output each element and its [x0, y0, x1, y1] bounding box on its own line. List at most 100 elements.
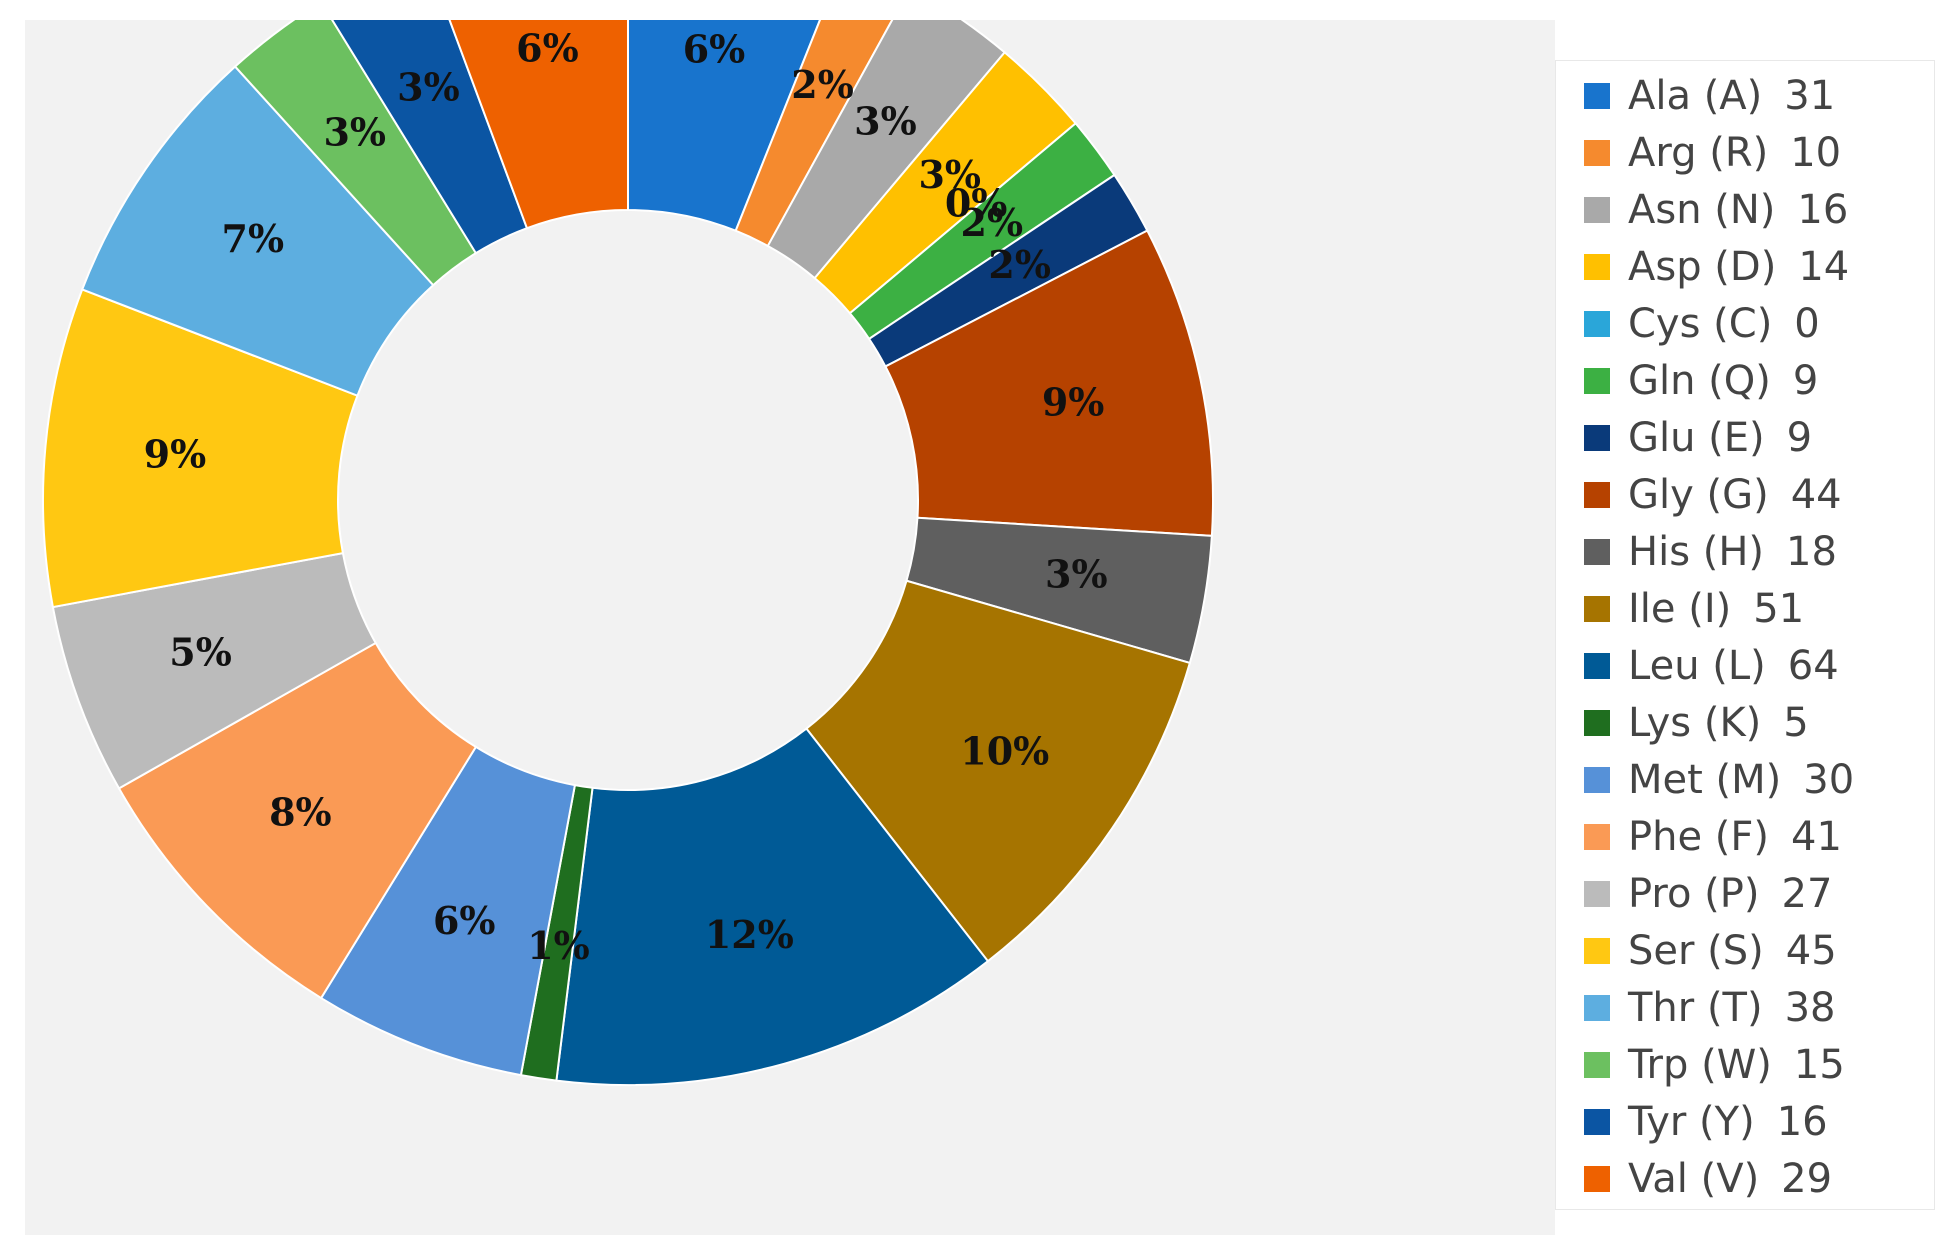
legend-label: Asp (D) — [1628, 243, 1777, 290]
legend-value: 9 — [1786, 414, 1813, 461]
legend-value: 45 — [1785, 927, 1837, 974]
legend-item-ala: Ala (A) 31 — [1584, 67, 1934, 124]
legend-label: Gln (Q) — [1628, 357, 1771, 404]
legend-swatch — [1584, 823, 1610, 850]
legend-label: Arg (R) — [1628, 129, 1769, 176]
legend-swatch — [1584, 652, 1610, 679]
slice-ile — [805, 579, 1192, 963]
legend-item-ser: Ser (S) 45 — [1584, 922, 1934, 979]
slice-label-ser: 9% — [144, 432, 207, 477]
legend-value: 51 — [1753, 585, 1805, 632]
legend-value: 29 — [1781, 1155, 1833, 1202]
slice-label-cys: 0% — [945, 181, 1008, 226]
legend-swatch — [1584, 880, 1610, 907]
legend-swatch — [1584, 424, 1610, 451]
legend-swatch — [1584, 1108, 1610, 1135]
legend-value: 16 — [1797, 186, 1849, 233]
slice-label-ala: 6% — [683, 27, 746, 72]
legend-item-ile: Ile (I) 51 — [1584, 580, 1934, 637]
legend-label: Trp (W) — [1628, 1041, 1772, 1088]
legend-item-glu: Glu (E) 9 — [1584, 409, 1934, 466]
slice-label-lys: 1% — [527, 923, 590, 968]
slice-label-thr: 7% — [222, 216, 285, 261]
legend-item-cys: Cys (C) 0 — [1584, 295, 1934, 352]
legend-value: 10 — [1790, 129, 1842, 176]
legend-item-tyr: Tyr (Y) 16 — [1584, 1093, 1934, 1150]
slice-label-phe: 8% — [269, 789, 332, 834]
legend-swatch — [1584, 538, 1610, 565]
legend-swatch — [1584, 481, 1610, 508]
legend-label: Glu (E) — [1628, 414, 1765, 461]
slice-label-trp: 3% — [323, 110, 386, 155]
legend-value: 15 — [1793, 1041, 1845, 1088]
legend-item-arg: Arg (R) 10 — [1584, 124, 1934, 181]
labels-group: 6%2%3%3%0%2%2%9%3%10%12%1%6%8%5%9%7%3%3%… — [144, 26, 1108, 968]
legend-swatch — [1584, 82, 1610, 109]
legend-item-val: Val (V) 29 — [1584, 1150, 1934, 1207]
legend-swatch — [1584, 139, 1610, 166]
legend-label: Thr (T) — [1628, 984, 1763, 1031]
legend-swatch — [1584, 595, 1610, 622]
legend-value: 16 — [1776, 1098, 1828, 1145]
legend-value: 41 — [1791, 813, 1842, 860]
slice-label-gln: 2% — [961, 200, 1024, 245]
slice-label-asp: 3% — [918, 152, 981, 197]
legend-value: 9 — [1792, 357, 1819, 404]
legend-label: Asn (N) — [1628, 186, 1776, 233]
legend-value: 27 — [1781, 870, 1833, 917]
legend-value: 30 — [1803, 756, 1855, 803]
legend-swatch — [1584, 766, 1610, 793]
legend-item-thr: Thr (T) 38 — [1584, 979, 1934, 1036]
legend: Ala (A) 31 Arg (R) 10 Asn (N) 16 Asp (D) 14 Cys … — [1555, 60, 1935, 1210]
legend-swatch — [1584, 253, 1610, 280]
legend-item-gly: Gly (G) 44 — [1584, 466, 1934, 523]
slice-label-val: 6% — [516, 26, 579, 71]
legend-swatch — [1584, 1051, 1610, 1078]
legend-item-phe: Phe (F) 41 — [1584, 808, 1934, 865]
legend-value: 64 — [1787, 642, 1839, 689]
slice-label-leu: 12% — [705, 912, 794, 957]
slice-label-glu: 2% — [988, 242, 1051, 287]
legend-value: 44 — [1790, 471, 1842, 518]
legend-value: 31 — [1784, 72, 1836, 119]
legend-item-asp: Asp (D) 14 — [1584, 238, 1934, 295]
slice-ala — [627, 20, 822, 233]
slice-val — [448, 20, 629, 230]
legend-swatch — [1584, 367, 1610, 394]
slice-leu — [555, 727, 990, 1086]
legend-item-his: His (H) 18 — [1584, 523, 1934, 580]
slice-label-ile: 10% — [960, 729, 1049, 774]
slice-label-gly: 9% — [1042, 379, 1105, 424]
slice-label-pro: 5% — [169, 629, 232, 674]
legend-item-lys: Lys (K) 5 — [1584, 694, 1934, 751]
legend-swatch — [1584, 937, 1610, 964]
legend-label: Cys (C) — [1628, 300, 1773, 347]
legend-item-leu: Leu (L) 64 — [1584, 637, 1934, 694]
legend-label: Lys (K) — [1628, 699, 1762, 746]
slice-label-met: 6% — [433, 898, 496, 943]
chart-plot-area: 6% 2% 3% 3% 0% 2% 2% 9% 3% 10% 12% 1% 6% 8% 5% 9% 7% 3% 3%… — [25, 20, 1555, 1235]
slice-label-arg: 2% — [791, 62, 854, 107]
slice-trp — [233, 20, 478, 287]
legend-label: Gly (G) — [1628, 471, 1769, 518]
legend-swatch — [1584, 1165, 1610, 1192]
slice-ser — [42, 288, 359, 609]
slice-label-tyr: 3% — [397, 65, 460, 110]
legend-item-gln: Gln (Q) 9 — [1584, 352, 1934, 409]
legend-label: Leu (L) — [1628, 642, 1766, 689]
slice-label-his: 3% — [1045, 551, 1108, 596]
legend-label: Ser (S) — [1628, 927, 1764, 974]
legend-swatch — [1584, 310, 1610, 337]
legend-item-trp: Trp (W) 15 — [1584, 1036, 1934, 1093]
legend-label: Phe (F) — [1628, 813, 1770, 860]
legend-swatch — [1584, 709, 1610, 736]
legend-item-met: Met (M) 30 — [1584, 751, 1934, 808]
legend-value: 5 — [1783, 699, 1809, 746]
legend-item-pro: Pro (P) 27 — [1584, 865, 1934, 922]
legend-swatch — [1584, 994, 1610, 1021]
legend-value: 18 — [1786, 528, 1837, 575]
legend-label: His (H) — [1628, 528, 1765, 575]
slice-label-asn: 3% — [854, 98, 917, 143]
legend-item-asn: Asn (N) 16 — [1584, 181, 1934, 238]
legend-label: Ile (I) — [1628, 585, 1732, 632]
